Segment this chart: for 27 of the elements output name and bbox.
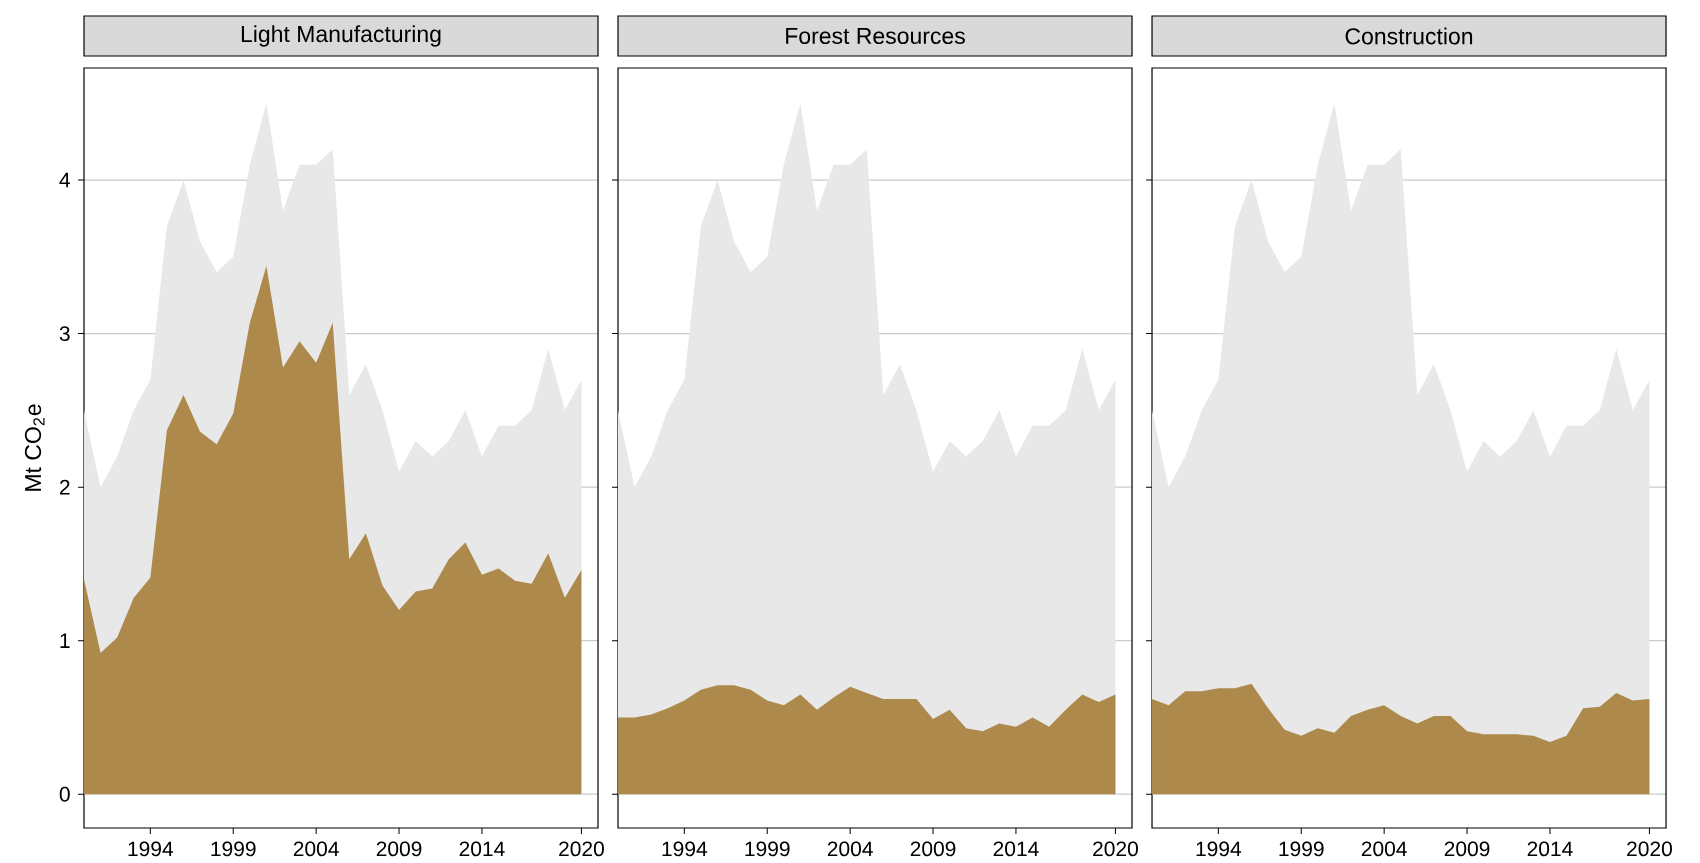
chart-title: Construction xyxy=(1345,27,1473,45)
x-tick-label: 2014 xyxy=(993,841,1039,857)
x-tick-label: 2020 xyxy=(1627,841,1672,857)
x-tick-label: 1994 xyxy=(1196,841,1242,857)
y-tick-label: 0 xyxy=(59,786,70,802)
y-tick-label: 3 xyxy=(59,326,70,341)
x-tick-label: 2004 xyxy=(827,841,873,857)
x-tick-label: 2014 xyxy=(459,841,505,857)
x-tick-label: 2004 xyxy=(1361,841,1407,857)
y-tick-label: 1 xyxy=(60,633,70,648)
x-tick-label: 1994 xyxy=(662,841,708,857)
x-tick-label: 2009 xyxy=(910,841,956,857)
x-tick-label: 2014 xyxy=(1527,841,1573,857)
y-tick-label: 2 xyxy=(59,479,70,495)
x-tick-label: 2020 xyxy=(559,841,604,857)
x-tick-label: 2004 xyxy=(293,841,339,857)
y-tick-label: 4 xyxy=(59,172,70,188)
x-tick-label: 2020 xyxy=(1093,841,1138,857)
x-tick-label: 1999 xyxy=(211,841,256,857)
x-tick-label: 1999 xyxy=(745,841,790,857)
chart-title: Forest Resources xyxy=(786,27,965,44)
x-tick-label: 2009 xyxy=(376,841,422,857)
x-tick-label: 1999 xyxy=(1279,841,1324,857)
x-tick-label: 1994 xyxy=(128,841,174,857)
y-axis-title: Mt CO$_{2}$e xyxy=(24,404,45,491)
chart-title: Light Manufacturing xyxy=(241,25,441,47)
x-tick-label: 2009 xyxy=(1444,841,1490,857)
